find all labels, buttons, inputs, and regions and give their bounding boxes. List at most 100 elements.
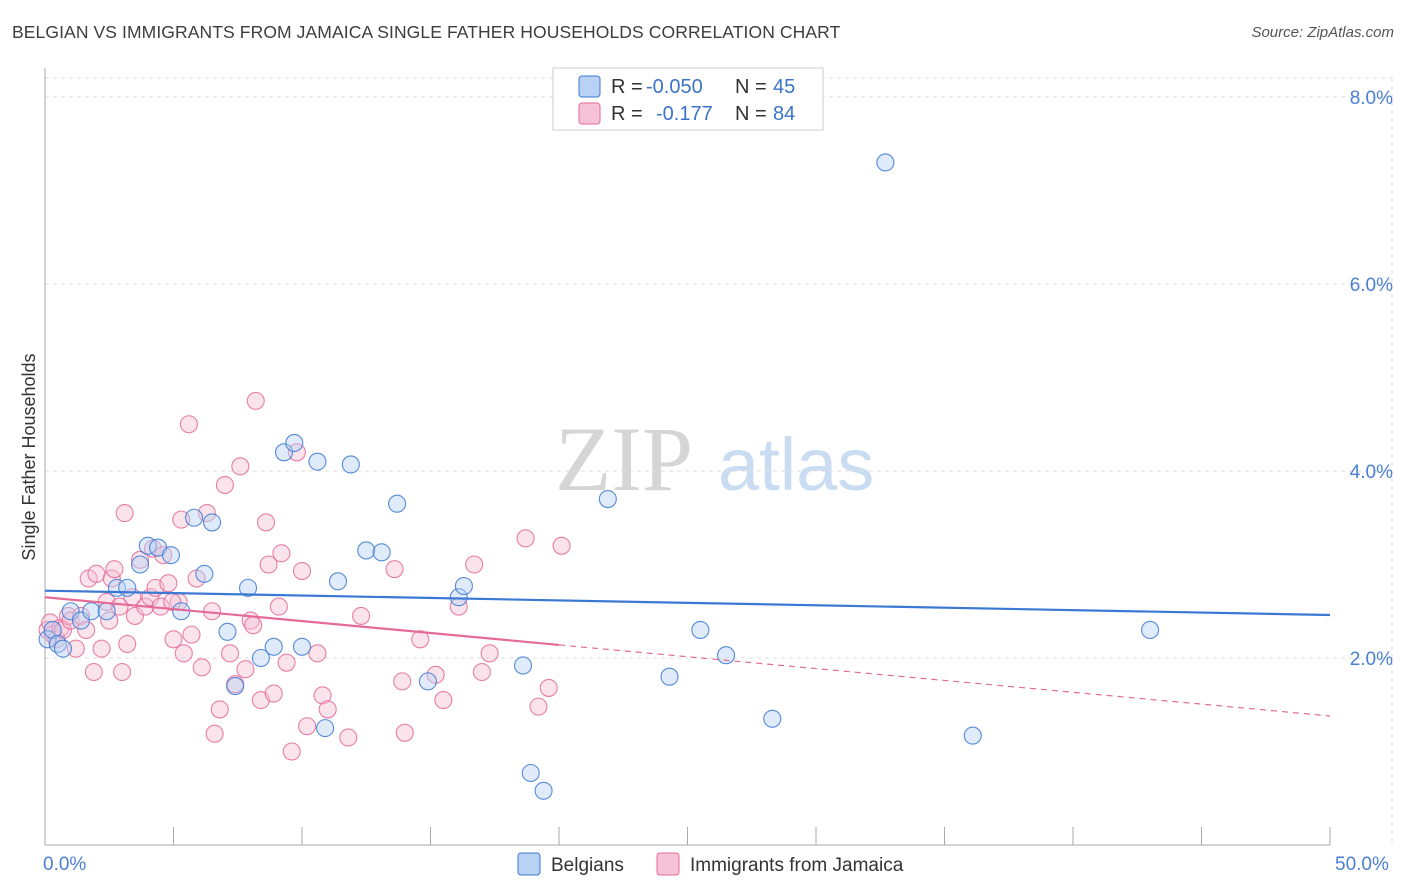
jamaica-point-55 bbox=[259, 555, 278, 574]
jamaica-point-24 bbox=[125, 606, 144, 625]
belgian-point-32 bbox=[388, 494, 407, 513]
belgian-point-29 bbox=[341, 455, 360, 474]
jamaica-point-51 bbox=[244, 616, 263, 635]
belgian-point-40 bbox=[660, 667, 679, 686]
jamaica-point-65 bbox=[313, 686, 332, 705]
y-axis-title: Single Father Households bbox=[19, 353, 39, 560]
chart-title: BELGIAN VS IMMIGRANTS FROM JAMAICA SINGL… bbox=[12, 22, 841, 42]
jamaica-point-57 bbox=[269, 597, 288, 616]
jamaica-point-63 bbox=[298, 717, 317, 736]
belgian-point-18 bbox=[218, 622, 237, 641]
jamaica-point-45 bbox=[215, 475, 234, 495]
jamaica-point-33 bbox=[164, 630, 183, 649]
belgian-point-42 bbox=[716, 646, 736, 665]
y-tick-labels: 2.0% 4.0% 6.0% 8.0% bbox=[1350, 88, 1393, 670]
jamaica-point-22 bbox=[118, 634, 137, 654]
belgian-point-44 bbox=[876, 153, 895, 172]
belgian-point-6 bbox=[82, 602, 101, 621]
axes bbox=[44, 68, 1331, 846]
jamaica-point-36 bbox=[174, 644, 193, 663]
source-credit: Source: ZipAtlas.com bbox=[1251, 24, 1394, 41]
legend-n-value-1: 45 bbox=[773, 76, 795, 98]
legend-r-value-1: -0.050 bbox=[646, 76, 703, 98]
y-tick-label-2: 6.0% bbox=[1350, 275, 1393, 296]
jamaica-point-49 bbox=[236, 660, 255, 679]
belgian-point-16 bbox=[195, 564, 214, 583]
jamaica-point-13 bbox=[87, 564, 106, 583]
y-tick-label-1: 4.0% bbox=[1350, 462, 1393, 483]
bottom-swatch-jamaica bbox=[656, 852, 680, 876]
belgian-point-0 bbox=[38, 630, 57, 649]
jamaica-point-44 bbox=[210, 700, 229, 719]
jamaica-point-71 bbox=[395, 723, 414, 742]
belgian-point-43 bbox=[763, 709, 782, 728]
legend-r-label-2: R = bbox=[611, 103, 643, 125]
belgian-point-41 bbox=[691, 620, 710, 640]
series-legend: Belgians Immigrants from Jamaica bbox=[517, 852, 904, 876]
belgian-point-30 bbox=[357, 541, 376, 560]
jamaica-point-76 bbox=[465, 555, 484, 574]
legend-n-label-2: N = bbox=[735, 103, 767, 125]
jamaica-point-68 bbox=[352, 606, 371, 625]
belgian-point-31 bbox=[372, 543, 391, 562]
legend-swatch-belgians bbox=[578, 75, 601, 98]
jamaica-point-62 bbox=[292, 561, 312, 581]
belgian-point-9 bbox=[118, 578, 137, 597]
jamaica-point-8 bbox=[66, 639, 85, 658]
jamaica-point-52 bbox=[246, 391, 265, 410]
belgian-point-27 bbox=[316, 719, 335, 738]
belgian-point-33 bbox=[418, 672, 437, 691]
jamaica-point-38 bbox=[182, 625, 201, 644]
bottom-label-jamaica: Immigrants from Jamaica bbox=[690, 855, 904, 876]
jamaica-point-48 bbox=[231, 457, 250, 476]
belgian-point-26 bbox=[308, 452, 327, 471]
x-tick-label-min: 0.0% bbox=[43, 854, 86, 875]
jamaica-point-80 bbox=[529, 697, 548, 716]
jamaica-trend-line bbox=[44, 596, 560, 647]
belgian-point-21 bbox=[251, 648, 270, 668]
belgian-point-10 bbox=[131, 555, 150, 574]
jamaica-point-73 bbox=[426, 665, 445, 684]
belgian-point-39 bbox=[598, 489, 617, 509]
legend-n-label-1: N = bbox=[735, 76, 767, 98]
jamaica-point-58 bbox=[272, 544, 291, 563]
jamaica-point-20 bbox=[113, 662, 132, 682]
belgian-point-17 bbox=[203, 513, 222, 532]
jamaica-point-9 bbox=[71, 606, 91, 625]
bottom-label-belgians: Belgians bbox=[551, 855, 624, 876]
jamaica-point-66 bbox=[318, 700, 337, 719]
jamaica-trend-extension bbox=[558, 644, 1331, 717]
belgian-point-7 bbox=[97, 602, 116, 621]
belgian-point-36 bbox=[513, 656, 533, 675]
jamaica-point-43 bbox=[205, 724, 224, 743]
jamaica-point-7 bbox=[61, 611, 80, 630]
belgian-trend-line bbox=[44, 589, 1331, 617]
belgian-point-5 bbox=[71, 611, 91, 630]
jamaica-point-28 bbox=[143, 539, 162, 558]
correlation-legend: R = -0.050 N = 45 R = -0.177 N = 84 bbox=[552, 67, 824, 131]
belgian-point-25 bbox=[292, 637, 312, 656]
legend-swatch-jamaica bbox=[578, 102, 601, 125]
jamaica-point-77 bbox=[472, 662, 491, 682]
jamaica-point-40 bbox=[192, 658, 211, 677]
jamaica-point-14 bbox=[92, 639, 111, 658]
jamaica-point-81 bbox=[539, 678, 558, 697]
jamaica-point-54 bbox=[256, 513, 276, 532]
belgian-point-34 bbox=[449, 588, 468, 607]
jamaica-point-74 bbox=[434, 691, 453, 710]
trend-lines bbox=[44, 589, 1331, 717]
jamaica-point-37 bbox=[179, 415, 198, 434]
jamaica-point-18 bbox=[105, 560, 124, 579]
belgian-point-3 bbox=[53, 639, 73, 658]
jamaica-point-59 bbox=[277, 653, 296, 672]
belgian-point-4 bbox=[61, 602, 80, 621]
y-tick-label-0: 2.0% bbox=[1350, 649, 1393, 670]
belgian-point-13 bbox=[161, 546, 180, 565]
jamaica-point-10 bbox=[77, 620, 96, 640]
watermark-atlas: atlas bbox=[718, 423, 874, 506]
legend-n-value-2: 84 bbox=[773, 103, 795, 125]
belgian-point-22 bbox=[264, 637, 283, 656]
jamaica-point-64 bbox=[308, 644, 327, 663]
jamaica-point-82 bbox=[552, 536, 571, 555]
